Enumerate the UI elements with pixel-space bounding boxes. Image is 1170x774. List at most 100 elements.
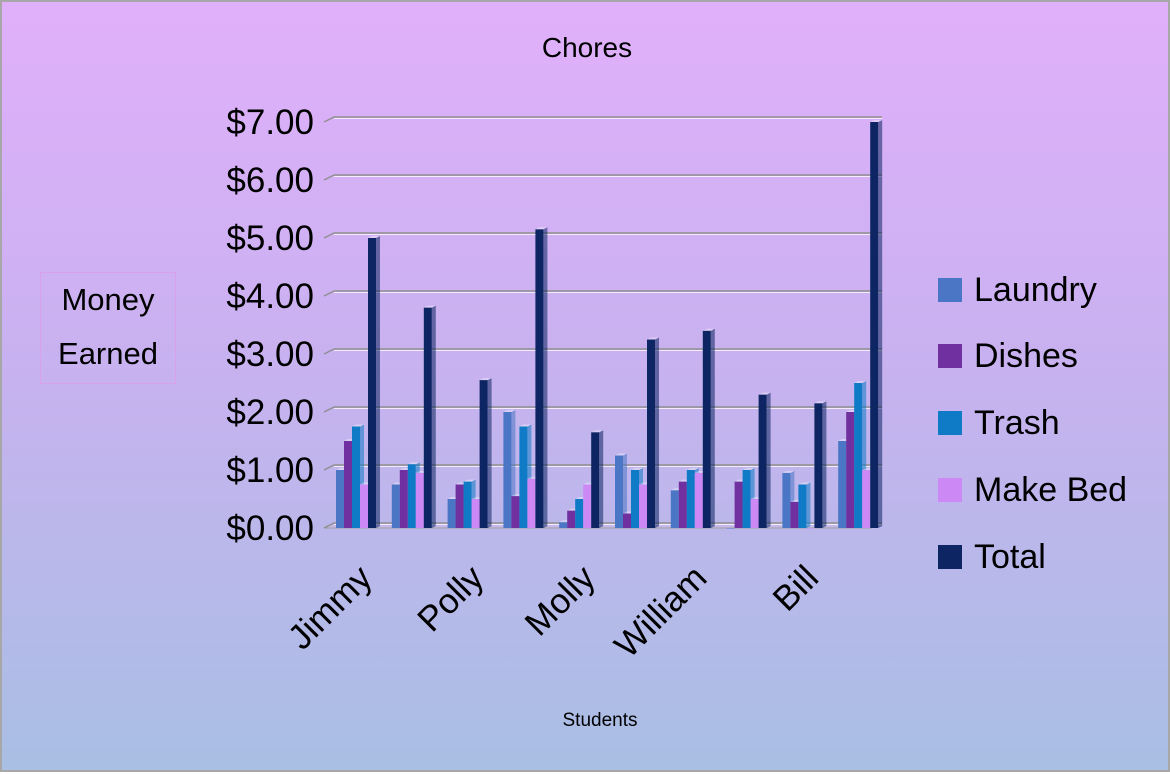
bar-trash-top xyxy=(352,424,364,427)
legend-label-trash: Trash xyxy=(974,403,1060,442)
bar-total xyxy=(591,432,600,528)
y-axis-label-line-2: Earned xyxy=(58,336,158,371)
bar-total-side xyxy=(487,378,492,528)
bar-total xyxy=(702,330,711,528)
bar-trash-top xyxy=(854,381,867,383)
legend-swatch-total xyxy=(938,545,962,569)
bar-total-side xyxy=(655,337,659,528)
bar-trash xyxy=(463,481,472,528)
x-tick-label: Polly xyxy=(410,558,492,640)
bar-dishes xyxy=(511,496,520,528)
x-tick-label: Molly xyxy=(518,558,604,644)
gridline-depth xyxy=(323,522,335,529)
y-tick-label: $1.00 xyxy=(226,451,314,490)
bar-make-bed xyxy=(806,528,815,529)
bar-laundry xyxy=(726,528,735,529)
bar-dishes xyxy=(678,481,687,528)
x-axis-label: Students xyxy=(562,710,638,731)
gridline-depth xyxy=(323,464,335,471)
bar-make-bed xyxy=(360,484,368,528)
y-tick-label: $4.00 xyxy=(226,277,314,316)
bar-total-side xyxy=(766,392,771,528)
legend-label-dishes: Dishes xyxy=(974,336,1078,375)
legend-item-total: Total xyxy=(938,537,1046,577)
bar-dishes xyxy=(455,484,464,528)
x-tick-label: Jimmy xyxy=(281,558,380,657)
bar-total-side xyxy=(431,305,436,528)
x-tick-label: Bill xyxy=(765,558,826,619)
bar-dishes xyxy=(399,470,408,528)
y-tick-label: $3.00 xyxy=(226,335,314,374)
bar-laundry xyxy=(336,470,344,528)
bar-total-side xyxy=(710,328,715,528)
bar-make-bed xyxy=(583,484,592,528)
legend-swatch-trash xyxy=(938,411,962,435)
bar-dishes xyxy=(344,441,352,528)
bar-dishes xyxy=(567,510,576,528)
chart-title: Chores xyxy=(541,32,633,63)
bar-trash-top xyxy=(742,468,755,470)
gridline-depth xyxy=(323,406,335,413)
bar-laundry xyxy=(503,412,512,528)
bar-total-top xyxy=(423,305,436,308)
legend-item-make-bed: Make Bed xyxy=(938,470,1127,510)
y-axis-label-line-1: Money xyxy=(61,282,155,317)
bar-trash xyxy=(798,484,807,528)
bar-total-top xyxy=(870,120,883,122)
bar-total-side xyxy=(878,120,883,528)
bar-total xyxy=(758,394,767,528)
bar-laundry-top xyxy=(503,410,516,412)
bar-total-top xyxy=(702,328,715,331)
bar-make-bed xyxy=(862,470,871,528)
bar-total-top xyxy=(814,401,827,404)
gridline-depth xyxy=(323,348,335,355)
bar-total-top xyxy=(758,392,771,395)
y-tick-label: $6.00 xyxy=(226,161,314,200)
x-tick-label: William xyxy=(607,558,714,665)
legend-item-trash: Trash xyxy=(938,403,1060,443)
bar-total-top xyxy=(647,337,659,340)
bar-trash xyxy=(742,470,751,528)
legend-swatch-laundry xyxy=(938,278,962,302)
bar-laundry-side xyxy=(623,453,627,528)
legend-item-dishes: Dishes xyxy=(938,336,1078,376)
bar-trash-top xyxy=(798,482,811,485)
bar-laundry xyxy=(670,490,679,528)
bar-trash-top xyxy=(519,424,532,427)
bar-trash-side xyxy=(806,482,811,528)
bar-trash-top xyxy=(686,468,699,470)
bar-total-top xyxy=(535,227,548,230)
bar-laundry-top xyxy=(782,470,795,473)
bar-total xyxy=(814,403,823,528)
bar-dishes xyxy=(790,501,799,528)
bar-dishes xyxy=(846,412,855,528)
bar-dishes xyxy=(734,481,743,528)
bar-trash xyxy=(407,464,416,528)
bar-total-top xyxy=(368,236,380,238)
bar-laundry xyxy=(838,441,847,528)
legend-label-total: Total xyxy=(974,537,1046,576)
bar-total xyxy=(423,307,432,528)
bar-trash xyxy=(686,470,695,528)
y-axis-label: Money Earned xyxy=(40,272,176,384)
bar-trash xyxy=(854,383,863,528)
bar-make-bed xyxy=(471,499,480,528)
bar-total-top xyxy=(591,430,604,433)
bar-dishes xyxy=(623,513,631,528)
bar-make-bed xyxy=(639,484,647,528)
y-tick-label: $7.00 xyxy=(226,103,314,142)
bar-total-side xyxy=(599,430,604,528)
bar-trash-top xyxy=(407,462,420,465)
legend-swatch-dishes xyxy=(938,344,962,368)
bar-trash xyxy=(519,426,528,528)
bar-total xyxy=(535,229,544,529)
legend-label-make-bed: Make Bed xyxy=(974,470,1128,509)
bar-total xyxy=(647,339,655,528)
bar-total-side xyxy=(822,401,827,528)
bar-laundry xyxy=(782,472,791,528)
gridline-depth xyxy=(323,290,335,297)
bar-trash xyxy=(575,499,584,528)
y-tick-label: $0.00 xyxy=(226,509,314,548)
